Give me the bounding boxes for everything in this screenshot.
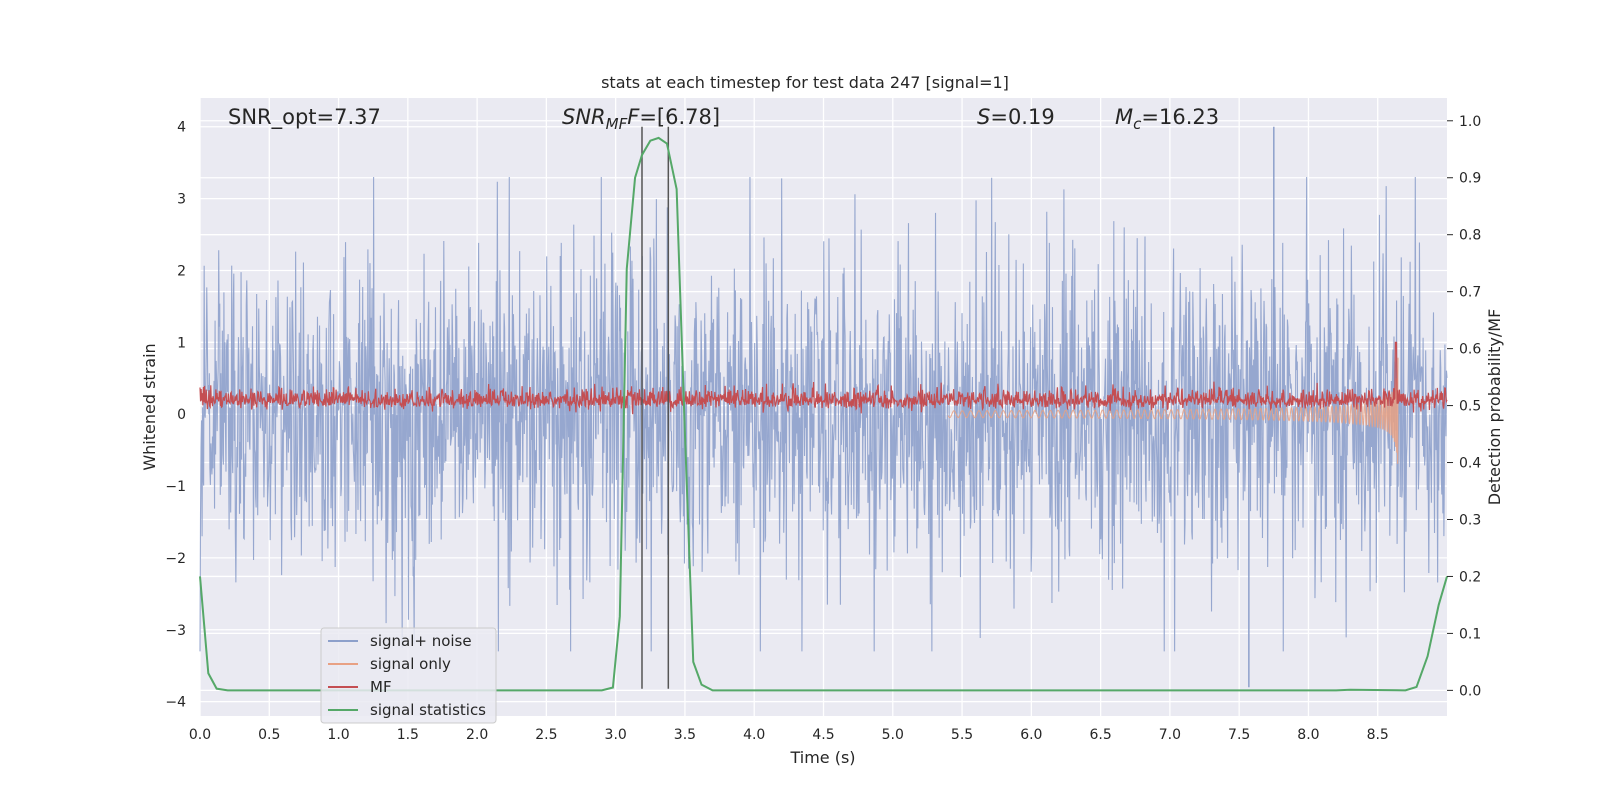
legend-label-signal-only: signal only — [370, 655, 451, 673]
legend-label-signal-statistics: signal statistics — [370, 701, 486, 719]
y-tick-label: 2 — [177, 263, 186, 279]
y-axis-label: Whitened strain — [140, 343, 159, 470]
x-tick-label: 7.5 — [1228, 727, 1250, 743]
snr-mf-value: =[6.78] — [639, 105, 720, 129]
x-tick-label: 2.5 — [535, 727, 557, 743]
x-tick-label: 3.0 — [605, 727, 627, 743]
y-tick-label: −2 — [165, 551, 186, 567]
x-tick-label: 1.0 — [327, 727, 349, 743]
x-axis-ticks: 0.0 0.5 1.0 1.5 2.0 2.5 3.0 3.5 4.0 4.5 5.0 5.5 6.0 6… — [189, 727, 1389, 743]
y2-tick-label: 0.1 — [1459, 626, 1481, 642]
x-tick-label: 0.5 — [258, 727, 280, 743]
y-tick-label: −4 — [165, 695, 186, 711]
annotation-chirp-mass: Mc=16.23 — [1115, 105, 1219, 133]
x-tick-label: 0.0 — [189, 727, 211, 743]
y-tick-label: 3 — [177, 192, 186, 208]
snr-mf-name: SNR — [562, 105, 606, 129]
y-tick-label: 4 — [177, 120, 186, 136]
y2-tick-label: 0.6 — [1459, 342, 1481, 358]
x-tick-label: 8.5 — [1367, 727, 1389, 743]
x-axis-label: Time (s) — [789, 748, 855, 767]
y2-axis-label: Detection probability/MF — [1485, 309, 1504, 506]
y2-tick-label: 0.8 — [1459, 228, 1481, 244]
vertical-markers — [641, 126, 670, 689]
series-mf — [199, 341, 1448, 415]
y-tick-label: −3 — [165, 623, 186, 639]
x-tick-label: 6.5 — [1089, 727, 1111, 743]
legend-label-signal-noise: signal+ noise — [370, 632, 472, 650]
y2-tick-label: 0.2 — [1459, 569, 1481, 585]
y2-tick-label: 0.5 — [1459, 399, 1481, 415]
annotation-snr-opt: SNR_opt=7.37 — [228, 105, 381, 130]
x-tick-label: 5.0 — [882, 727, 904, 743]
x-tick-label: 6.0 — [1020, 727, 1042, 743]
y2-axis-ticks: 1.0 0.9 0.8 0.7 0.6 0.5 0.4 0.3 0.2 0.1 0.0 — [1447, 114, 1481, 699]
y-axis-ticks: 4 3 2 1 0 −1 −2 −3 −4 — [165, 120, 186, 711]
annotation-spin: S=0.19 — [977, 105, 1055, 129]
x-tick-label: 1.5 — [397, 727, 419, 743]
spin-name: S — [977, 105, 990, 129]
y2-tick-label: 0.4 — [1459, 456, 1481, 472]
mc-sub: c — [1133, 115, 1142, 133]
legend-label-mf: MF — [370, 678, 392, 696]
annotation-snr-mf: SNRMFF=[6.78] — [562, 105, 720, 133]
x-tick-label: 4.5 — [812, 727, 834, 743]
legend-box — [320, 627, 497, 724]
x-tick-label: 3.5 — [674, 727, 696, 743]
y-tick-label: −1 — [165, 479, 186, 495]
mc-value: =16.23 — [1141, 105, 1219, 129]
chart-title: stats at each timestep for test data 247… — [601, 73, 1009, 92]
x-tick-label: 2.0 — [466, 727, 488, 743]
y-tick-label: 1 — [177, 335, 186, 351]
y2-tick-label: 0.0 — [1459, 683, 1481, 699]
y2-tick-label: 1.0 — [1459, 114, 1481, 130]
y2-tick-label: 0.3 — [1459, 512, 1481, 528]
mf-trace — [199, 341, 1448, 415]
snr-mf-sub: MF — [606, 115, 628, 133]
x-tick-label: 7.0 — [1159, 727, 1181, 743]
x-tick-label: 5.5 — [951, 727, 973, 743]
x-tick-label: 4.0 — [743, 727, 765, 743]
x-tick-label: 8.0 — [1297, 727, 1319, 743]
legend: signal+ noise signal only MF signal stat… — [320, 627, 497, 724]
y2-tick-label: 0.9 — [1459, 171, 1481, 187]
y-tick-label: 0 — [177, 407, 186, 423]
mc-name: M — [1115, 105, 1133, 129]
spin-value: =0.19 — [990, 105, 1054, 129]
y2-tick-label: 0.7 — [1459, 285, 1481, 301]
